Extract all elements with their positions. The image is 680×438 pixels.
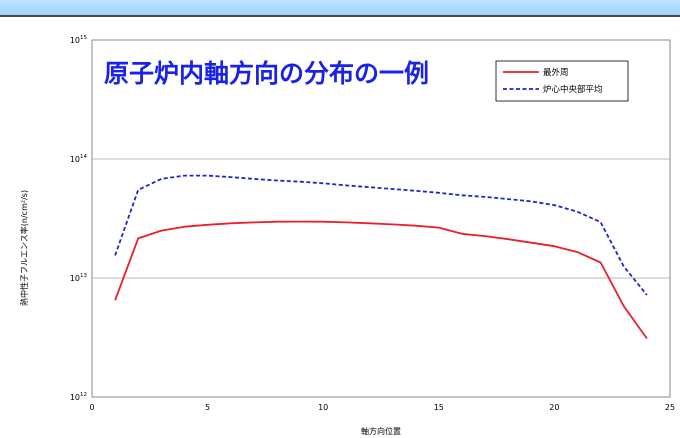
legend: 最外周 炉心中央部平均 bbox=[495, 60, 629, 102]
legend-label-core: 炉心中央部平均 bbox=[543, 84, 603, 95]
series-line-core bbox=[114, 174, 648, 296]
x-tick-label: 10 bbox=[318, 403, 328, 412]
y-tick-label: 1012 bbox=[70, 392, 87, 402]
x-tick-label: 20 bbox=[549, 403, 559, 412]
x-axis-title: 軸方向位置 bbox=[361, 426, 401, 436]
x-tick-label: 5 bbox=[205, 403, 210, 412]
y-axis-ticks: 1012 1013 1014 1015 bbox=[70, 35, 88, 402]
top-banner bbox=[0, 0, 680, 17]
legend-label-outer: 最外周 bbox=[543, 67, 569, 78]
y-tick-label: 1013 bbox=[70, 273, 88, 283]
x-tick-label: 15 bbox=[434, 403, 444, 412]
y-tick-label: 1014 bbox=[70, 154, 88, 164]
x-tick-label: 0 bbox=[89, 403, 94, 412]
series-line-outer bbox=[114, 220, 648, 340]
y-axis-title: 熱中性子フルエンス率(n/cm²/s) bbox=[19, 190, 29, 306]
series-lines bbox=[114, 174, 648, 340]
gridlines bbox=[92, 158, 670, 279]
y-tick-label: 1015 bbox=[70, 35, 88, 45]
chart-title: 原子炉内軸方向の分布の一例 bbox=[104, 59, 429, 88]
x-tick-label: 25 bbox=[665, 403, 675, 412]
legend-box bbox=[495, 60, 629, 102]
x-axis-ticks: 0 5 10 15 20 25 bbox=[89, 403, 675, 412]
